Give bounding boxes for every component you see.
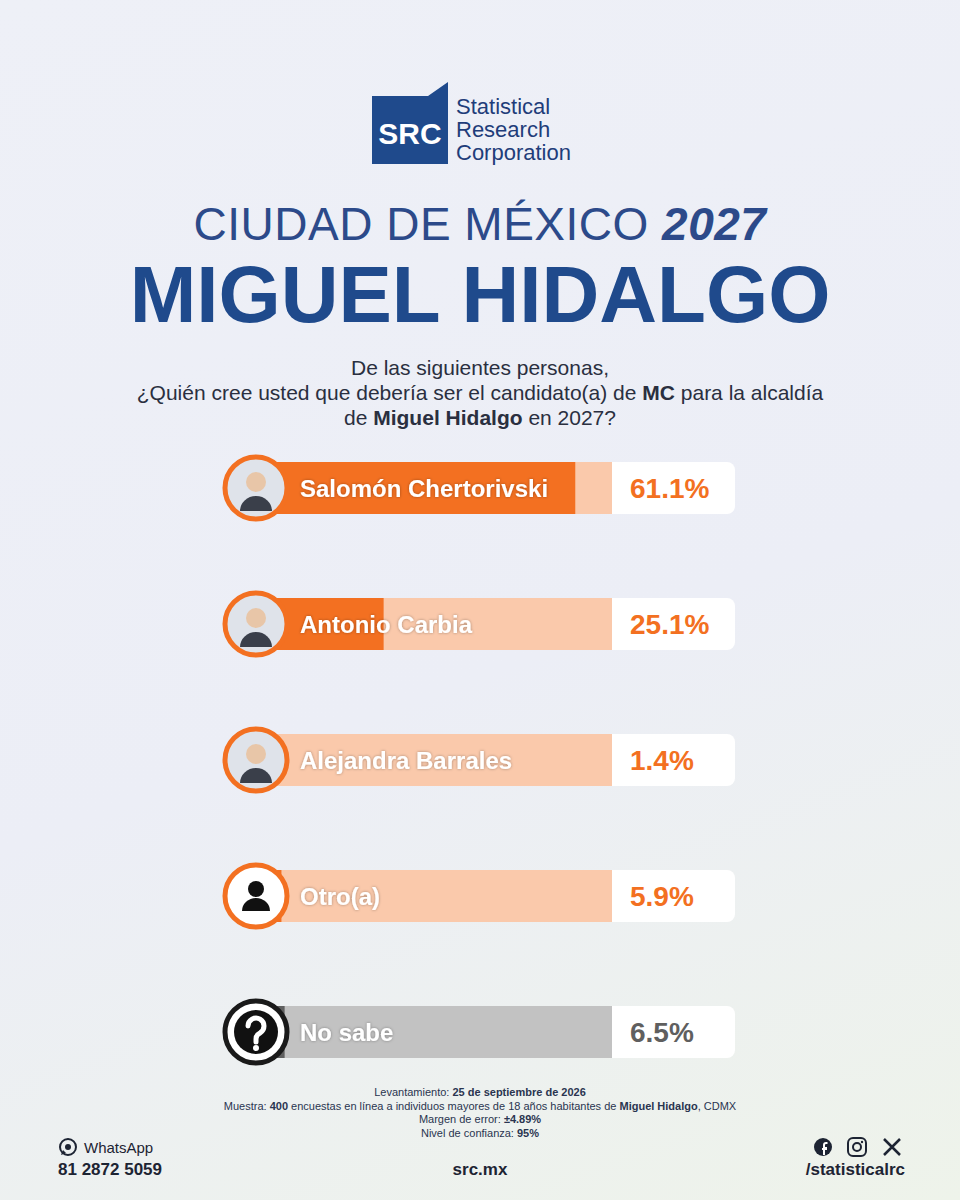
svg-text:6.5%: 6.5% bbox=[630, 1017, 694, 1048]
html-text:CIUDAD DE MÉXICO 2027: CIUDAD DE MÉXICO 2027 bbox=[193, 198, 767, 250]
html-text:Research: Research bbox=[456, 117, 551, 142]
html-text:Corporation: Corporation bbox=[456, 140, 571, 165]
svg-text:Otro(a): Otro(a) bbox=[300, 883, 380, 910]
html-text:Levantamiento: 25 de septiembr: Levantamiento: 25 de septiembre de 2026 bbox=[374, 1086, 586, 1098]
html-text:src.mx: src.mx bbox=[452, 1160, 508, 1179]
svg-text:Salomón Chertorivski: Salomón Chertorivski bbox=[300, 475, 548, 502]
html-text:De las siguientes personas,: De las siguientes personas, bbox=[351, 356, 609, 379]
svg-text:No sabe: No sabe bbox=[300, 1019, 393, 1046]
html-text:WhatsApp: WhatsApp bbox=[84, 1138, 154, 1156]
svg-text:61.1%: 61.1% bbox=[630, 473, 709, 504]
html-text:¿Quién cree usted que debería: ¿Quién cree usted que debería ser el can… bbox=[136, 381, 824, 404]
html-text:Nivel de confianza: 95%: Nivel de confianza: 95% bbox=[421, 1126, 539, 1139]
html-text:Statistical: Statistical bbox=[456, 94, 551, 119]
html-text:de Miguel Hidalgo en 2027?: de Miguel Hidalgo en 2027? bbox=[344, 406, 616, 429]
svg-text:1.4%: 1.4% bbox=[630, 745, 694, 776]
html-text:/statisticalrc: /statisticalrc bbox=[805, 1160, 905, 1179]
svg-text:SRC: SRC bbox=[378, 117, 441, 150]
svg-text:25.1%: 25.1% bbox=[630, 609, 709, 640]
html-text:Muestra: 400 encuestas en líne: Muestra: 400 encuestas en línea a indivi… bbox=[223, 1099, 737, 1112]
svg-text:Antonio Carbia: Antonio Carbia bbox=[300, 611, 473, 638]
html-text:MIGUEL HIDALGO: MIGUEL HIDALGO bbox=[129, 250, 831, 339]
html-text:Margen de error: ±4.89%: Margen de error: ±4.89% bbox=[418, 1113, 542, 1125]
svg-text:Alejandra Barrales: Alejandra Barrales bbox=[300, 747, 512, 774]
svg-text:5.9%: 5.9% bbox=[630, 881, 694, 912]
html-text:81 2872 5059: 81 2872 5059 bbox=[58, 1160, 162, 1179]
